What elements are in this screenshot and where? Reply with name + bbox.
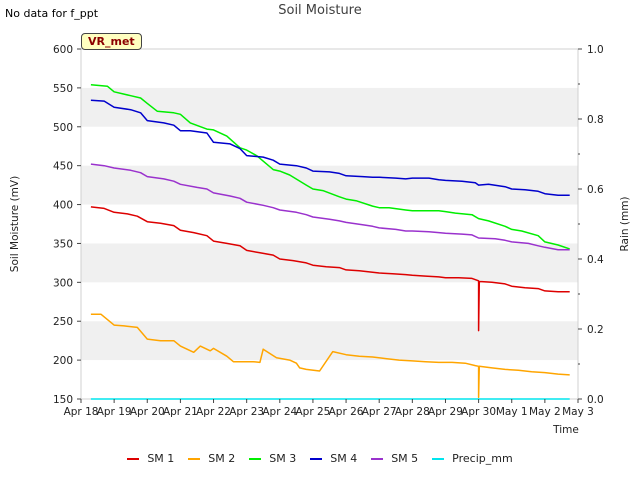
grid-band bbox=[81, 87, 578, 127]
legend-swatch bbox=[249, 457, 262, 460]
legend-label: SM 2 bbox=[208, 452, 236, 465]
x-tick-label: Apr 23 bbox=[229, 406, 264, 418]
x-tick-label: Apr 20 bbox=[130, 406, 165, 418]
x-tick-label: Apr 21 bbox=[163, 406, 198, 418]
x-tick-label: Apr 27 bbox=[362, 406, 397, 418]
legend-swatch bbox=[188, 457, 201, 460]
legend-label: Precip_mm bbox=[452, 452, 513, 465]
y2-tick-label: 0.0 bbox=[587, 394, 604, 406]
y-tick-label: 300 bbox=[53, 277, 73, 289]
x-tick-label: Apr 19 bbox=[97, 406, 132, 418]
x-tick-label: Apr 28 bbox=[395, 406, 430, 418]
grid-band bbox=[81, 243, 578, 283]
legend-item: SM 2 bbox=[188, 452, 235, 465]
legend-label: SM 4 bbox=[330, 452, 358, 465]
series-line-sm-5 bbox=[90, 163, 570, 251]
y-tick-label: 600 bbox=[53, 44, 73, 56]
y-axis-label: Soil Moisture (mV) bbox=[9, 176, 21, 272]
y-tick-label: 250 bbox=[53, 316, 73, 328]
axis-layer: 150 200 250 300 350 400 450 500 550 600 0.0 0.2 0.4 0… bbox=[53, 44, 604, 418]
y2-tick-label: 0.4 bbox=[587, 254, 604, 266]
y2-tick-label: 1.0 bbox=[587, 44, 604, 56]
y2-tick-label: 0.6 bbox=[587, 184, 604, 196]
legend-swatch bbox=[371, 457, 384, 460]
legend-item: SM 4 bbox=[310, 452, 357, 465]
legend-label: SM 5 bbox=[391, 452, 419, 465]
y2-axis-label: Rain (mm) bbox=[619, 196, 631, 251]
legend-swatch bbox=[432, 457, 445, 460]
x-tick-label: Apr 26 bbox=[329, 406, 364, 418]
legend-swatch bbox=[310, 457, 323, 460]
x-tick-label: Apr 22 bbox=[196, 406, 231, 418]
y-tick-label: 450 bbox=[53, 161, 73, 173]
grid-bands bbox=[81, 87, 578, 361]
legend-item: Precip_mm bbox=[432, 452, 513, 465]
y2-tick-label: 0.8 bbox=[587, 114, 604, 126]
series-line-sm-2 bbox=[90, 313, 570, 399]
series-line-sm-4 bbox=[90, 99, 570, 196]
legend-label: SM 3 bbox=[269, 452, 297, 465]
no-data-notice: No data for f_ppt bbox=[5, 7, 99, 20]
x-tick-label: May 2 bbox=[529, 406, 561, 418]
x-tick-label: May 3 bbox=[562, 406, 594, 418]
series-line-sm-3 bbox=[90, 84, 570, 250]
station-badge: VR_met bbox=[81, 33, 142, 50]
y-tick-label: 500 bbox=[53, 122, 73, 134]
series-layer bbox=[90, 84, 570, 400]
x-tick-label: Apr 29 bbox=[428, 406, 463, 418]
x-axis-label: Time bbox=[552, 424, 579, 436]
legend: SM 1 SM 2 SM 3 SM 4 SM 5 Precip_mm bbox=[0, 452, 640, 465]
legend-swatch bbox=[127, 457, 140, 460]
y2-tick-label: 0.2 bbox=[587, 324, 604, 336]
x-tick-label: Apr 18 bbox=[64, 406, 99, 418]
legend-item: SM 5 bbox=[371, 452, 418, 465]
y-tick-label: 400 bbox=[53, 200, 73, 212]
chart-title: Soil Moisture bbox=[278, 3, 362, 18]
series-line-sm-1 bbox=[90, 206, 570, 332]
y-tick-label: 200 bbox=[53, 355, 73, 367]
x-tick-label: Apr 30 bbox=[461, 406, 496, 418]
y-tick-label: 150 bbox=[53, 394, 73, 406]
legend-item: SM 1 bbox=[127, 452, 174, 465]
x-tick-label: Apr 24 bbox=[262, 406, 297, 418]
x-tick-label: Apr 25 bbox=[295, 406, 330, 418]
legend-label: SM 1 bbox=[147, 452, 175, 465]
y-tick-label: 350 bbox=[53, 238, 73, 250]
y-tick-label: 550 bbox=[53, 83, 73, 95]
x-tick-label: May 1 bbox=[496, 406, 528, 418]
legend-item: SM 3 bbox=[249, 452, 296, 465]
